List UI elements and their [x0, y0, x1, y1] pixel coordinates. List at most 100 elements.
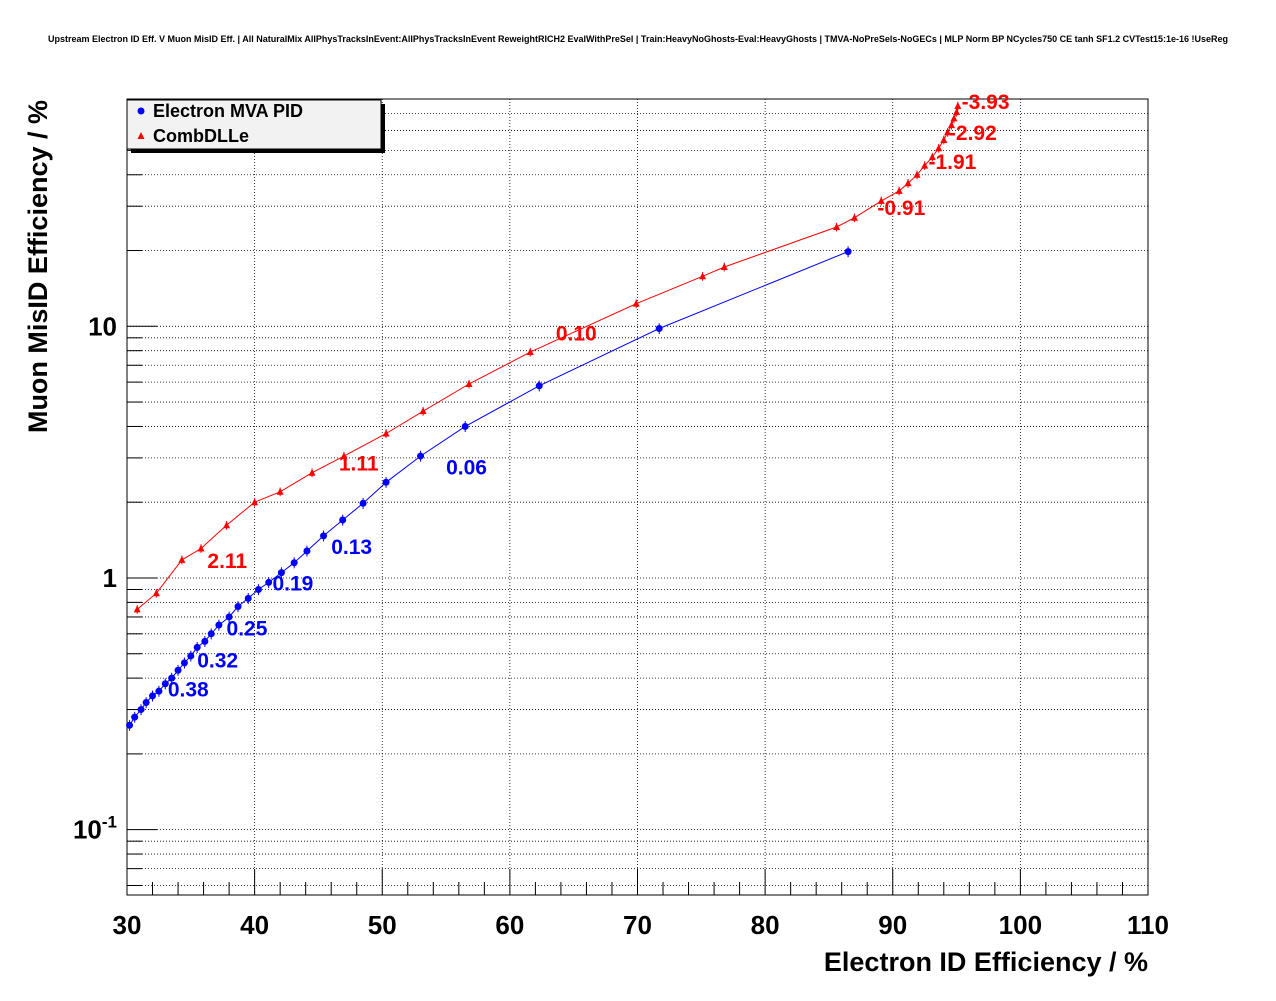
data-point	[215, 621, 223, 629]
data-point	[833, 223, 841, 231]
data-point	[340, 452, 348, 460]
data-point	[178, 555, 186, 563]
plot-frame	[126, 98, 1149, 896]
data-point	[359, 499, 367, 507]
data-point	[921, 161, 929, 169]
data-point	[950, 114, 958, 122]
data-point	[913, 170, 921, 178]
y-tick-label: 1	[103, 563, 117, 593]
cut-value-label: -0.91	[877, 197, 925, 220]
x-tick-label: 30	[113, 910, 142, 940]
cut-value-label: 0.19	[272, 573, 313, 596]
cut-value-label: 0.13	[331, 536, 372, 559]
data-point	[193, 643, 201, 651]
data-point	[223, 521, 231, 529]
data-point	[168, 674, 176, 682]
data-point	[133, 605, 141, 613]
cut-value-label: 0.06	[446, 456, 487, 479]
x-tick-label: 60	[495, 910, 524, 940]
data-point	[877, 196, 885, 204]
grid-layer	[127, 99, 1148, 895]
cut-value-label: -3.93	[962, 91, 1010, 114]
series-line	[136, 106, 959, 610]
data-point	[655, 324, 663, 332]
data-point	[126, 721, 134, 729]
data-point	[850, 213, 858, 221]
data-point	[303, 547, 311, 555]
data-point	[935, 144, 943, 152]
cut-value-label: 0.38	[168, 679, 209, 702]
cut-labels: 0.38 0.32 0.250.19 0.13 0.06 2.11 1.11 0.10 -0.9…	[168, 91, 1010, 702]
data-point	[137, 706, 145, 714]
data-point	[419, 407, 427, 415]
series-layer	[126, 101, 962, 731]
data-point	[844, 248, 852, 256]
legend-marker-circle	[137, 107, 145, 115]
y-tick-base: 10	[88, 311, 117, 341]
data-point	[244, 594, 252, 602]
y-tick-exponent: -1	[102, 813, 117, 832]
x-tick-label: 40	[240, 910, 269, 940]
data-point	[632, 299, 640, 307]
y-tick-label: 10	[88, 311, 117, 341]
data-point	[142, 699, 150, 707]
legend-entries: Electron MVA PID CombDLLe	[137, 101, 303, 146]
data-point	[895, 186, 903, 194]
data-point	[254, 585, 262, 593]
cut-value-label: 0.32	[197, 649, 238, 672]
data-point	[535, 382, 543, 390]
data-point	[277, 569, 285, 577]
data-point	[940, 135, 948, 143]
data-point	[276, 487, 284, 495]
x-tick-label: 80	[751, 910, 780, 940]
data-point	[201, 637, 209, 645]
data-point	[904, 179, 912, 187]
cut-value-label: 0.10	[556, 323, 597, 346]
data-point	[155, 687, 163, 695]
data-point	[954, 102, 962, 110]
data-point	[174, 666, 182, 674]
x-tick-label: 110	[1127, 910, 1169, 940]
data-point	[339, 516, 347, 524]
data-point	[461, 422, 469, 430]
data-point	[180, 659, 188, 667]
data-point	[161, 680, 169, 688]
y-tick-label: 10-1	[73, 813, 117, 845]
cut-value-label: -2.92	[949, 122, 997, 145]
data-point	[947, 121, 955, 129]
data-point	[953, 108, 961, 116]
data-point	[265, 578, 273, 586]
chart-title: Upstream Electron ID Eff. V Muon MisID E…	[48, 34, 1228, 44]
y-tick-base: 1	[103, 563, 117, 593]
data-point	[465, 379, 473, 387]
data-point	[526, 348, 534, 356]
data-point	[225, 613, 233, 621]
series-combdlle	[133, 101, 962, 614]
x-tick-label: 50	[368, 910, 397, 940]
data-point	[699, 272, 707, 280]
x-tick-label: 70	[623, 910, 652, 940]
data-point	[320, 532, 328, 540]
data-point	[234, 603, 242, 611]
cut-value-label: 1.11	[339, 452, 379, 475]
cut-value-label: -1.91	[928, 151, 976, 174]
legend-marker-triangle	[137, 132, 145, 139]
data-point	[149, 692, 157, 700]
data-point	[131, 713, 139, 721]
series-electron-mva-pid	[126, 246, 852, 731]
data-point	[197, 544, 205, 552]
data-point	[720, 263, 728, 271]
data-point	[152, 589, 160, 597]
data-point	[382, 429, 390, 437]
y-tick-base: 10	[73, 815, 102, 845]
legend-label: Electron MVA PID	[153, 101, 303, 121]
data-point	[207, 630, 215, 638]
data-point	[928, 153, 936, 161]
data-point	[944, 128, 952, 136]
legend-label: CombDLLe	[153, 126, 249, 146]
data-point	[290, 559, 298, 567]
legend: Electron MVA PID CombDLLe	[126, 99, 385, 153]
